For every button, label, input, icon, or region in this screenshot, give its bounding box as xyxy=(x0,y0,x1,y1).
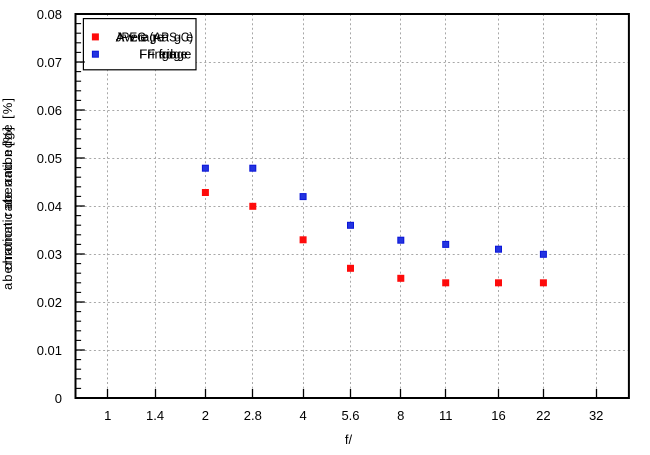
svg-text:0.03: 0.03 xyxy=(37,247,62,262)
svg-text:5.6: 5.6 xyxy=(341,408,359,423)
svg-text:4: 4 xyxy=(299,408,306,423)
svg-text:FF fringe: FF fringe xyxy=(139,47,191,62)
svg-text:Average: Average xyxy=(116,29,194,44)
svg-text:0.08: 0.08 xyxy=(37,7,62,22)
svg-text:8: 8 xyxy=(397,408,404,423)
svg-text:1.4: 1.4 xyxy=(146,408,164,423)
svg-text:Fringe: Fringe xyxy=(139,47,176,62)
svg-text:JPEG (APS-C): JPEG (APS-C) xyxy=(116,29,194,44)
svg-text:aberration rate and edge [%]: aberration rate and edge [%] xyxy=(0,98,15,290)
svg-text:0.06: 0.06 xyxy=(37,103,62,118)
svg-text:0.07: 0.07 xyxy=(37,55,62,70)
svg-text:0.05: 0.05 xyxy=(37,151,62,166)
svg-text:2: 2 xyxy=(202,408,209,423)
svg-text:0: 0 xyxy=(55,391,62,406)
svg-text:22: 22 xyxy=(536,408,550,423)
svg-text:0.01: 0.01 xyxy=(37,343,62,358)
svg-text:Average: Average xyxy=(116,29,164,44)
svg-text:16: 16 xyxy=(491,408,505,423)
svg-text:chromatic aberration [%]: chromatic aberration [%] xyxy=(0,127,15,270)
svg-text:0.04: 0.04 xyxy=(37,199,62,214)
svg-text:f/: f/ xyxy=(345,432,353,447)
svg-text:FF edge: FF edge xyxy=(139,47,187,62)
svg-text:11: 11 xyxy=(439,408,453,423)
svg-text:2.8: 2.8 xyxy=(244,408,262,423)
svg-text:0.02: 0.02 xyxy=(37,295,62,310)
svg-text:1: 1 xyxy=(104,408,111,423)
svg-text:32: 32 xyxy=(589,408,603,423)
